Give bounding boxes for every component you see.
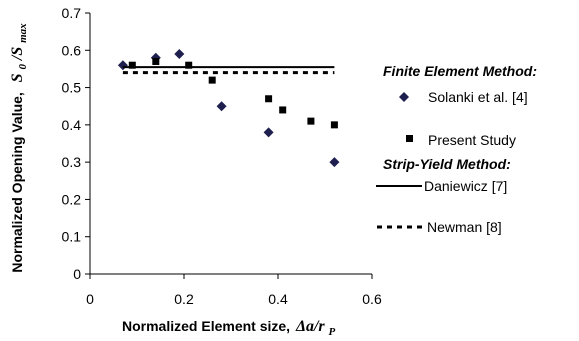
data-point-present-study [185, 61, 193, 69]
y-axis-label-text: Normalized Opening Value, [9, 92, 25, 272]
data-point-present-study [279, 106, 287, 114]
data-point-solanki-et-al-4 [329, 157, 340, 168]
data-point-solanki-et-al-4 [263, 127, 274, 138]
legend: Finite Element Method: Solanki et al. [4… [376, 63, 537, 235]
data-point-solanki-et-al-4 [174, 49, 185, 60]
legend-marker-solanki [399, 92, 409, 102]
x-tick-label: 0.4 [268, 291, 288, 307]
y-tick-label: 0.6 [62, 42, 82, 58]
y-tick-label: 0.1 [62, 229, 82, 245]
x-tick-label: 0.6 [362, 291, 382, 307]
data-point-solanki-et-al-4 [216, 101, 227, 112]
y-axis-math-sub: 0 [17, 64, 29, 70]
x-axis-label-text: Normalized Element size, [122, 318, 290, 334]
y-axis-math-sub-2: max [17, 23, 29, 43]
legend-label-present-study: Present Study [428, 132, 516, 148]
y-tick-label: 0.7 [62, 5, 82, 21]
y-tick-label: 0.5 [62, 80, 82, 96]
x-tick-label: 0.2 [174, 291, 194, 307]
x-axis-label: Normalized Element size, Δa/r P [122, 318, 336, 338]
legend-label-solanki: Solanki et al. [4] [428, 89, 528, 105]
y-tick-label: 0.2 [62, 191, 82, 207]
legend-group-finite-element: Finite Element Method: [383, 63, 537, 79]
y-axis-math: S [9, 73, 26, 82]
data-point-present-study [128, 61, 136, 69]
x-ticks: 0 0.2 0.4 0.6 [86, 274, 382, 307]
data-point-present-study [307, 117, 315, 125]
y-ticks: 0 0.1 0.2 0.3 0.4 0.5 0.6 0.7 [62, 5, 90, 282]
legend-label-newman: Newman [8] [427, 219, 502, 235]
y-axis-label: Normalized Opening Value, S 0 /S max [9, 23, 29, 273]
y-tick-label: 0.3 [62, 154, 82, 170]
data-point-present-study [208, 76, 216, 84]
data-point-present-study [265, 95, 273, 103]
x-axis-math-sub: P [329, 326, 336, 338]
y-tick-label: 0.4 [62, 117, 82, 133]
data-point-present-study [330, 121, 338, 129]
y-tick-label: 0 [73, 266, 81, 282]
data-point-solanki-et-al-4 [117, 60, 128, 71]
x-tick-label: 0 [86, 291, 94, 307]
legend-group-strip-yield: Strip-Yield Method: [383, 156, 511, 172]
plot-series [117, 49, 340, 168]
legend-marker-present-study [406, 135, 413, 142]
legend-label-daniewicz: Daniewicz [7] [424, 178, 507, 194]
y-axis-math-2: /S [9, 47, 26, 61]
x-axis-math: Δa/r [295, 318, 325, 335]
axes [89, 13, 372, 275]
data-point-present-study [152, 57, 160, 65]
